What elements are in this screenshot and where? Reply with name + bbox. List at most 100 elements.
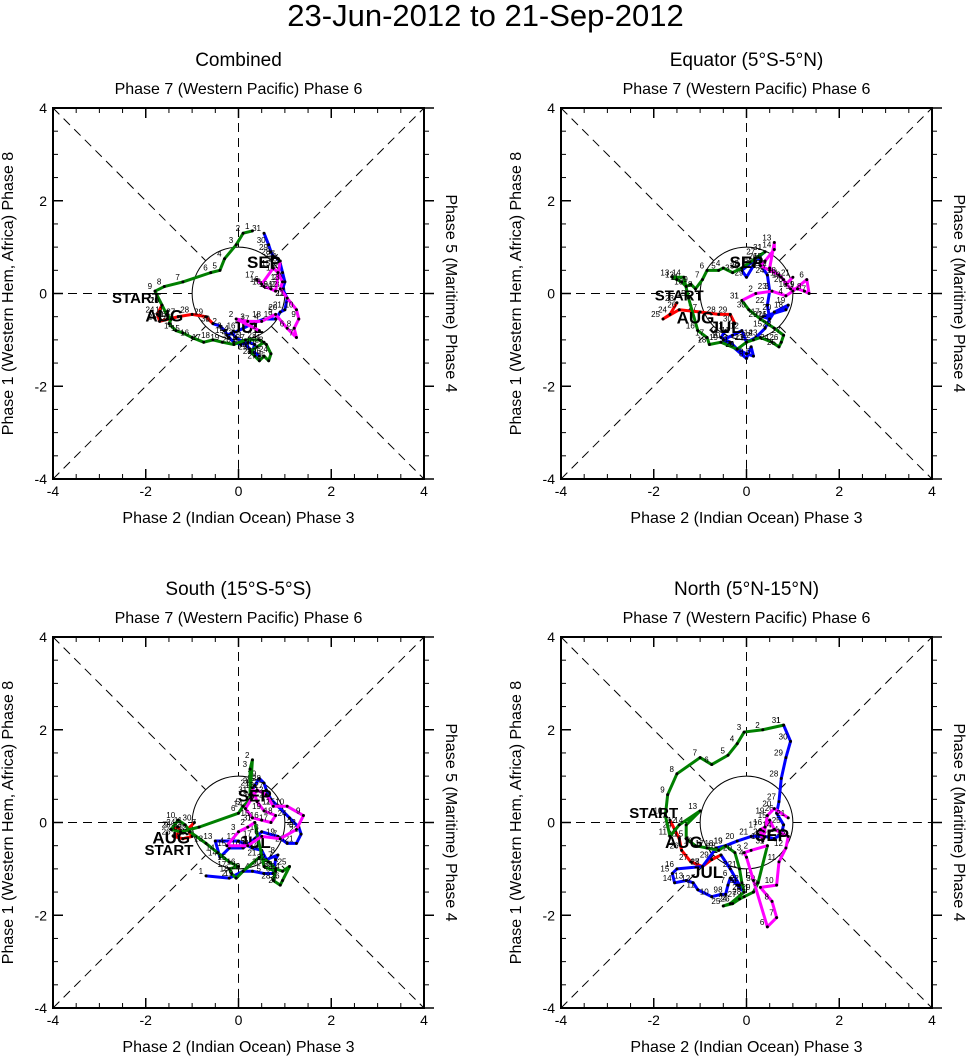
day-label: 26 — [157, 310, 166, 319]
day-label: 6 — [203, 264, 208, 273]
data-point — [772, 827, 776, 831]
day-label: 6 — [760, 918, 765, 927]
data-point — [745, 356, 748, 360]
day-label: 27 — [171, 830, 180, 839]
top-axis-label: Phase 7 (Western Pacific) Phase 6 — [623, 610, 871, 627]
data-point — [220, 340, 224, 344]
data-point — [742, 851, 746, 855]
data-point — [179, 830, 183, 834]
day-label: 23 — [162, 820, 171, 829]
data-point — [176, 315, 180, 319]
data-point — [213, 839, 217, 843]
bottom-axis-label: Phase 2 (Indian Ocean) Phase 3 — [122, 510, 354, 527]
data-point — [285, 804, 289, 808]
day-label: 29 — [774, 749, 783, 758]
data-point — [278, 259, 282, 263]
data-point — [707, 343, 711, 347]
day-label: 7 — [769, 909, 774, 918]
data-point — [784, 756, 788, 760]
day-label: 28 — [252, 774, 261, 783]
day-label: 17 — [217, 860, 226, 869]
day-label: 30 — [779, 732, 788, 741]
month-label-jul: JUL — [691, 863, 723, 882]
data-point — [253, 354, 257, 358]
day-label: 14 — [208, 848, 217, 857]
day-label: 17 — [245, 271, 254, 280]
day-label: 18 — [252, 278, 261, 287]
data-point — [227, 876, 231, 880]
data-point — [745, 275, 748, 279]
day-label: 4 — [254, 312, 259, 321]
day-label: 15 — [241, 809, 250, 818]
data-point — [749, 345, 753, 349]
day-label: 18 — [252, 310, 261, 319]
day-label: 5 — [240, 837, 245, 846]
data-point — [680, 280, 684, 284]
day-label: 9 — [683, 275, 688, 284]
day-label: 19 — [714, 837, 723, 846]
data-point — [257, 354, 261, 358]
data-point — [269, 287, 273, 291]
data-point — [782, 823, 786, 827]
day-label: 2 — [734, 259, 739, 268]
data-point — [682, 275, 686, 279]
data-point — [274, 867, 278, 871]
data-point — [680, 848, 684, 852]
day-label: 26 — [769, 333, 778, 342]
data-point — [174, 329, 178, 333]
day-label: 4 — [716, 259, 721, 268]
y-tick-label: -4 — [543, 471, 556, 487]
day-label: 13 — [245, 781, 254, 790]
data-point — [253, 783, 257, 787]
day-label: 28 — [742, 257, 751, 266]
data-point — [255, 345, 259, 349]
day-label: 10 — [150, 296, 159, 305]
data-point — [740, 881, 744, 885]
day-label: 4 — [730, 735, 735, 744]
day-label: 19 — [709, 333, 718, 342]
day-label: 13 — [762, 233, 771, 242]
data-point — [181, 331, 185, 335]
data-point — [169, 827, 173, 831]
data-point — [698, 756, 702, 760]
data-point — [765, 844, 769, 848]
data-point — [779, 275, 783, 279]
data-point — [675, 278, 679, 282]
data-point — [784, 308, 788, 312]
data-point — [281, 271, 285, 275]
day-label: 28 — [707, 305, 716, 314]
day-label: 8 — [173, 823, 178, 832]
data-point — [264, 788, 268, 792]
data-point — [257, 776, 261, 780]
day-label: 22 — [755, 296, 764, 305]
day-label: 28 — [762, 319, 771, 328]
day-label: 30 — [723, 315, 732, 324]
day-label: 1 — [199, 867, 204, 876]
data-point — [756, 881, 760, 885]
data-point — [294, 841, 298, 845]
day-label: 15 — [660, 865, 669, 874]
day-label: 30 — [243, 776, 252, 785]
day-label: 9 — [245, 342, 250, 351]
day-label: 20 — [264, 282, 273, 291]
y-tick-label: 4 — [547, 629, 555, 645]
data-point — [791, 289, 795, 293]
data-point — [772, 240, 776, 244]
right-axis-label: Phase 5 (Maritime) Phase 4 — [442, 723, 459, 921]
data-point — [162, 285, 166, 289]
data-point — [731, 271, 735, 275]
day-label: 7 — [289, 329, 294, 338]
day-label: 7 — [693, 749, 698, 758]
data-point — [775, 916, 779, 920]
data-point — [246, 825, 250, 829]
day-label: 11 — [768, 853, 777, 862]
data-point — [243, 338, 247, 342]
day-label: 5 — [785, 282, 790, 291]
panel-title: North (5°N-15°N) — [674, 579, 819, 600]
data-point — [243, 807, 247, 811]
y-tick-label: 2 — [39, 722, 47, 738]
day-label: 17 — [758, 261, 767, 270]
day-label: 19 — [264, 310, 273, 319]
data-point — [269, 352, 273, 356]
day-label: 23 — [732, 883, 741, 892]
